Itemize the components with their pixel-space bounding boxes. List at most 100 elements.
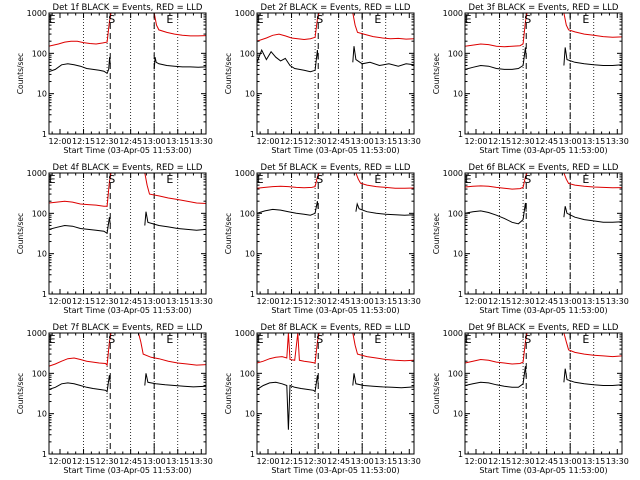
y-tick-label: 1 bbox=[42, 450, 47, 459]
orbit-marker-e: E bbox=[49, 173, 56, 186]
x-tick-label: 13:30 bbox=[606, 137, 629, 146]
x-tick-label: 12:30 bbox=[96, 297, 119, 306]
y-tick-label: 1 bbox=[458, 290, 463, 299]
orbit-marker-s: S bbox=[524, 13, 531, 26]
orbit-marker-e: E bbox=[582, 333, 589, 346]
events-series-line bbox=[153, 57, 206, 70]
plot-frame bbox=[464, 12, 623, 135]
orbit-marker-e: E bbox=[465, 333, 472, 346]
x-tick-label: 13:00 bbox=[143, 297, 166, 306]
panel-title: Det 5f BLACK = Events, RED = LLD bbox=[261, 163, 411, 173]
x-tick-label: 13:30 bbox=[398, 457, 421, 466]
lld-series-line bbox=[144, 173, 206, 204]
x-tick-label: 12:45 bbox=[535, 137, 558, 146]
orbit-marker-e: E bbox=[465, 13, 472, 26]
x-tick-label: 12:30 bbox=[96, 137, 119, 146]
x-tick-label: 13:00 bbox=[559, 297, 582, 306]
orbit-marker-s: S bbox=[108, 13, 115, 26]
plot-frame bbox=[48, 12, 207, 135]
events-series-line bbox=[144, 373, 206, 388]
x-axis-label: Start Time (03-Apr-05 11:53:00) bbox=[63, 466, 191, 475]
plot-data bbox=[257, 173, 414, 216]
orbit-marker-e: E bbox=[49, 13, 56, 26]
x-tick-label: 12:15 bbox=[488, 457, 511, 466]
plot-data bbox=[465, 13, 622, 70]
detector-panel-8: Det 8f BLACK = Events, RED = LLD 1 10 100 10… bbox=[224, 323, 421, 475]
x-tick-label: 13:15 bbox=[582, 297, 605, 306]
orbit-marker-e: E bbox=[166, 13, 173, 26]
detector-panel-3: Det 3f BLACK = Events, RED = LLD 1 10 100 10… bbox=[432, 3, 629, 155]
x-tick-label: 13:00 bbox=[351, 137, 374, 146]
x-tick-label: 13:30 bbox=[398, 297, 421, 306]
y-axis-label: Counts/sec bbox=[432, 53, 441, 94]
y-tick-label: 1000 bbox=[443, 329, 463, 338]
x-tick-label: 12:00 bbox=[48, 297, 71, 306]
detector-panel-7: Det 7f BLACK = Events, RED = LLD 1 10 100 10… bbox=[16, 323, 213, 475]
plot-frame bbox=[464, 172, 623, 295]
lld-series-line bbox=[465, 173, 528, 190]
panel-title: Det 4f BLACK = Events, RED = LLD bbox=[53, 163, 203, 173]
y-tick-label: 10 bbox=[37, 410, 47, 419]
y-tick-label: 100 bbox=[32, 369, 47, 378]
lld-series-line bbox=[49, 333, 112, 367]
lld-series-line bbox=[352, 333, 414, 362]
x-tick-label: 12:45 bbox=[119, 137, 142, 146]
x-tick-label: 13:15 bbox=[166, 457, 189, 466]
x-tick-label: 13:15 bbox=[166, 297, 189, 306]
x-tick-label: 12:30 bbox=[304, 297, 327, 306]
x-tick-label: 12:15 bbox=[488, 297, 511, 306]
y-axis-label: Counts/sec bbox=[224, 213, 233, 254]
orbit-marker-s: S bbox=[524, 173, 531, 186]
panel-title: Det 2f BLACK = Events, RED = LLD bbox=[261, 3, 411, 13]
orbit-marker-s: S bbox=[316, 13, 323, 26]
y-tick-label: 1 bbox=[42, 290, 47, 299]
lld-series-line bbox=[49, 13, 112, 47]
detector-panel-5: Det 5f BLACK = Events, RED = LLD 1 10 100 10… bbox=[224, 163, 421, 315]
y-axis-label: Counts/sec bbox=[432, 373, 441, 414]
y-axis-label: Counts/sec bbox=[16, 53, 25, 94]
y-tick-label: 100 bbox=[448, 209, 463, 218]
y-tick-label: 100 bbox=[240, 369, 255, 378]
x-tick-label: 13:00 bbox=[351, 297, 374, 306]
orbit-marker-e: E bbox=[49, 333, 56, 346]
x-tick-label: 12:45 bbox=[119, 457, 142, 466]
x-tick-label: 13:00 bbox=[559, 457, 582, 466]
y-tick-label: 100 bbox=[240, 49, 255, 58]
events-series-line bbox=[49, 375, 111, 393]
plot-data bbox=[465, 333, 622, 388]
x-tick-label: 13:15 bbox=[582, 457, 605, 466]
events-series-line bbox=[465, 366, 527, 388]
events-series-line bbox=[352, 46, 414, 67]
y-axis-label: Counts/sec bbox=[16, 213, 25, 254]
y-tick-label: 1000 bbox=[27, 329, 47, 338]
x-tick-label: 13:00 bbox=[143, 457, 166, 466]
y-tick-label: 100 bbox=[240, 209, 255, 218]
orbit-marker-s: S bbox=[108, 333, 115, 346]
lld-series-line bbox=[355, 173, 414, 189]
x-tick-label: 12:30 bbox=[304, 457, 327, 466]
x-tick-label: 13:15 bbox=[166, 137, 189, 146]
y-axis-label: Counts/sec bbox=[224, 53, 233, 94]
y-tick-label: 10 bbox=[453, 90, 463, 99]
y-tick-label: 10 bbox=[37, 90, 47, 99]
y-tick-label: 10 bbox=[245, 90, 255, 99]
orbit-marker-e: E bbox=[582, 173, 589, 186]
y-tick-label: 10 bbox=[245, 250, 255, 259]
y-tick-label: 1 bbox=[250, 130, 255, 139]
plot-frame bbox=[464, 332, 623, 455]
y-tick-label: 1 bbox=[250, 450, 255, 459]
lld-series-line bbox=[465, 333, 528, 365]
y-tick-label: 10 bbox=[245, 410, 255, 419]
events-series-line bbox=[144, 211, 206, 231]
lld-series-line bbox=[49, 173, 112, 207]
orbit-marker-e: E bbox=[166, 333, 173, 346]
orbit-marker-e: E bbox=[257, 333, 264, 346]
x-tick-label: 12:00 bbox=[256, 137, 279, 146]
plot-frame bbox=[48, 172, 207, 295]
lld-series-line bbox=[257, 173, 320, 189]
x-tick-label: 12:00 bbox=[464, 297, 487, 306]
panel-title: Det 7f BLACK = Events, RED = LLD bbox=[53, 323, 203, 333]
events-series-line bbox=[465, 202, 527, 225]
orbit-marker-e: E bbox=[374, 333, 381, 346]
lld-series-line bbox=[465, 13, 528, 48]
